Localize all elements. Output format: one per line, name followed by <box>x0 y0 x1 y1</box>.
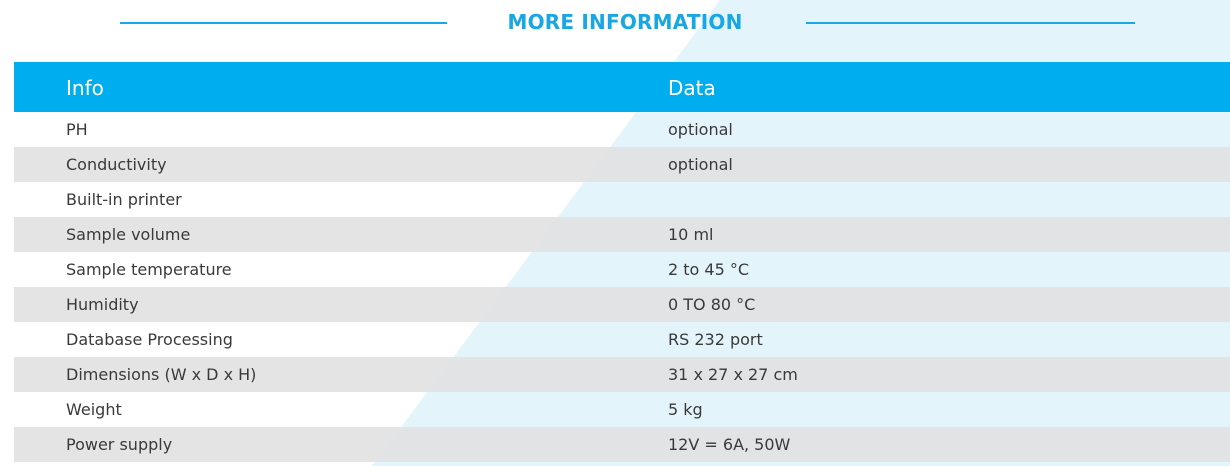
data-cell: 5 kg <box>668 400 703 419</box>
table-row: Sample temperature 2 to 45 °C <box>14 252 1230 287</box>
heading-rule <box>806 22 1135 24</box>
data-cell: 2 to 45 °C <box>668 260 750 279</box>
info-table: Info Data PH optional Conductivity optional… <box>14 62 1230 462</box>
table-row: Power supply 12V = 6A, 50W <box>14 427 1230 462</box>
table-row: Built-in printer <box>14 182 1230 217</box>
data-cell: optional <box>668 120 733 139</box>
header-cell: Data <box>668 76 716 100</box>
info-cell: Humidity <box>66 295 139 314</box>
info-cell: Sample temperature <box>66 260 232 279</box>
table-row: Sample volume 10 ml <box>14 217 1230 252</box>
info-cell: Sample volume <box>66 225 191 244</box>
heading-rule <box>120 22 447 24</box>
info-cell: Conductivity <box>66 155 167 174</box>
table-row: Weight 5 kg <box>14 392 1230 427</box>
info-cell: Built-in printer <box>66 190 182 209</box>
table-row: Dimensions (W x D x H) 31 x 27 x 27 cm <box>14 357 1230 392</box>
data-cell: optional <box>668 155 733 174</box>
table-row: Conductivity optional <box>14 147 1230 182</box>
header-cell: Info <box>66 76 104 100</box>
data-cell: RS 232 port <box>668 330 763 349</box>
table-row: PH optional <box>14 112 1230 147</box>
data-cell: 31 x 27 x 27 cm <box>668 365 798 384</box>
info-cell: Database Processing <box>66 330 233 349</box>
info-cell: Dimensions (W x D x H) <box>66 365 257 384</box>
table-row: Database Processing RS 232 port <box>14 322 1230 357</box>
data-cell: 10 ml <box>668 225 714 244</box>
data-cell: 12V = 6A, 50W <box>668 435 791 454</box>
info-cell: PH <box>66 120 88 139</box>
data-cell: 0 TO 80 °C <box>668 295 756 314</box>
heading-title: MORE INFORMATION <box>507 10 743 34</box>
table-row: Humidity 0 TO 80 °C <box>14 287 1230 322</box>
table-header: Info Data <box>14 62 1230 112</box>
info-cell: Power supply <box>66 435 173 454</box>
info-cell: Weight <box>66 400 122 419</box>
section-heading: MORE INFORMATION <box>0 0 1230 50</box>
